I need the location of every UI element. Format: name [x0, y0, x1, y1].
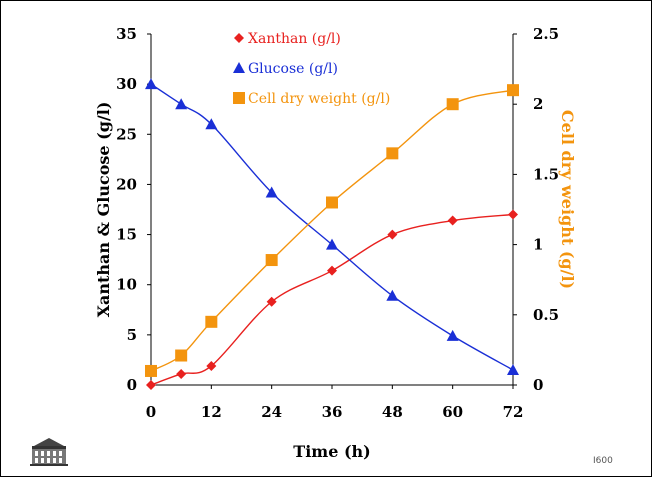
y-left-tick-label: 15 [116, 226, 137, 244]
y-left-tick-label: 5 [127, 326, 137, 344]
series-2-point [386, 147, 399, 160]
legend-marker-2 [233, 92, 245, 104]
series-2-point [145, 364, 157, 377]
institution-logo [30, 438, 68, 466]
x-tick-label: 12 [201, 403, 222, 421]
series-1-point [446, 329, 459, 341]
x-tick-label: 48 [382, 403, 403, 421]
y-left-tick-label: 0 [127, 376, 137, 394]
x-tick-label: 72 [503, 403, 524, 421]
slide-code: I600 [593, 456, 613, 466]
y-right-tick-label: 2 [533, 95, 543, 113]
series-0-point [146, 380, 156, 390]
series-1-point [205, 118, 218, 130]
x-tick-label: 60 [442, 403, 463, 421]
x-tick-label: 24 [261, 403, 282, 421]
series-1-point [326, 238, 338, 250]
y-right-tick-label: 0 [533, 376, 543, 394]
series-1-point [265, 186, 278, 198]
series-0-point [176, 368, 187, 379]
series-1-point [145, 78, 157, 90]
y-left-tick-label: 20 [116, 175, 137, 193]
series-1-point [507, 363, 519, 375]
series-0-point [206, 360, 217, 371]
series-2-point [175, 349, 188, 362]
series-0-point [266, 296, 277, 307]
y-right-tick-label: 0.5 [533, 306, 559, 324]
legend-label-1: Glucose (g/l) [248, 61, 338, 77]
series-0-point [447, 215, 458, 226]
series-2-point [205, 315, 218, 328]
y-left-tick-label: 25 [116, 125, 137, 143]
series-2-curve [150, 89, 514, 372]
series-1-curve [150, 83, 514, 371]
series-2-point [265, 254, 278, 267]
legend-marker-0 [234, 33, 244, 43]
series-2-point [446, 98, 459, 111]
series-0-point [387, 229, 398, 240]
series-0-point [508, 209, 518, 220]
legend-label-2: Cell dry weight (g/l) [248, 91, 390, 107]
y-right-tick-label: 1.5 [533, 165, 559, 183]
series-0-curve [150, 213, 514, 386]
legend-marker-1 [233, 62, 245, 73]
x-axis-title: Time (h) [293, 442, 370, 461]
y-right-tick-label: 1 [533, 236, 543, 254]
x-tick-label: 0 [146, 403, 156, 421]
y-axis-right-title: Cell dry weight (g/l) [558, 110, 577, 289]
series-2-point [326, 196, 338, 209]
y-left-tick-label: 35 [116, 25, 137, 43]
y-right-tick-label: 2.5 [533, 25, 559, 43]
series-1-point [175, 98, 188, 110]
y-left-tick-label: 30 [116, 75, 137, 93]
series-1-point [386, 289, 399, 301]
series-2-point [507, 84, 519, 97]
x-tick-label: 36 [322, 403, 343, 421]
series-0-point [327, 265, 337, 276]
legend-label-0: Xanthan (g/l) [248, 31, 341, 47]
y-left-tick-label: 10 [116, 276, 137, 294]
y-axis-left-title: Xanthan & Glucose (g/l) [94, 102, 113, 318]
